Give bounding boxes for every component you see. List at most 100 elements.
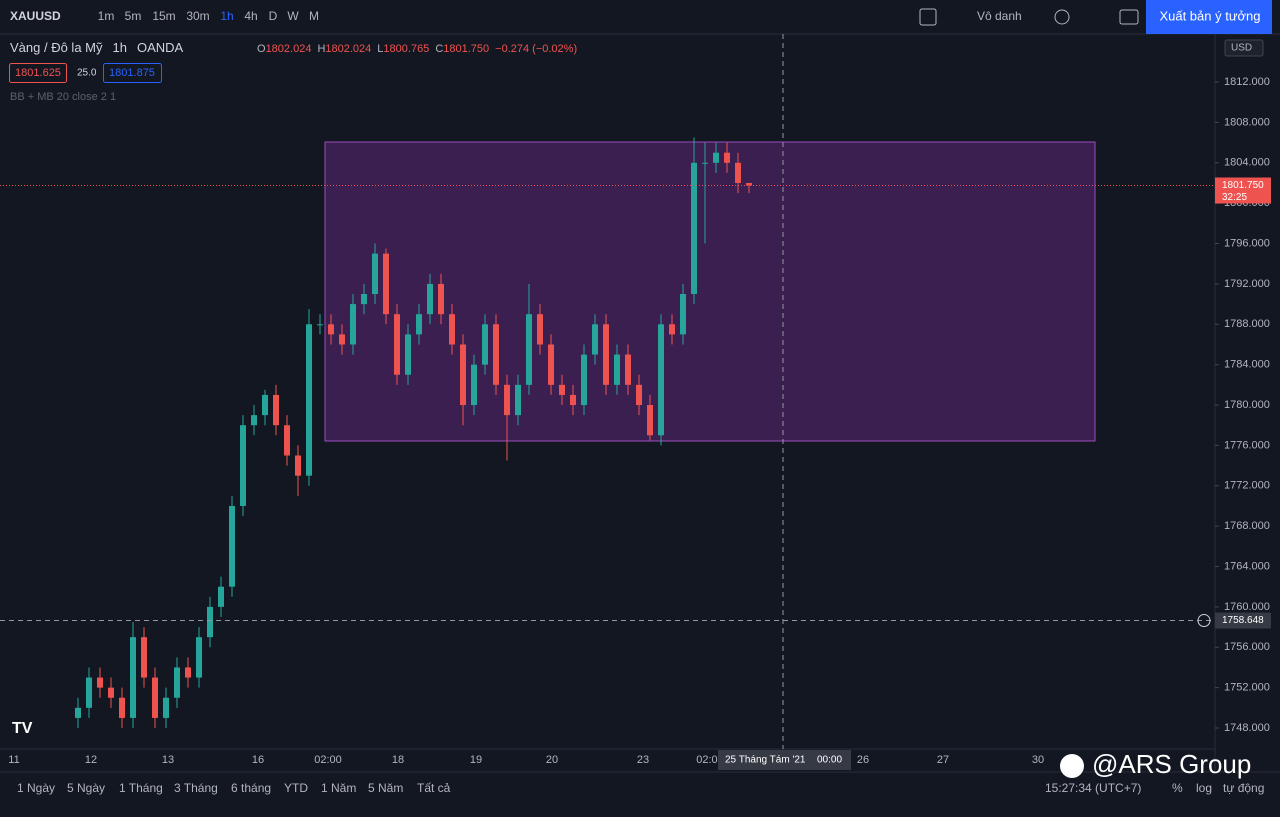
crosshair-hour: 00:00 — [817, 755, 842, 766]
fullscreen-icon[interactable] — [919, 8, 937, 26]
x-tick-label: 16 — [252, 754, 264, 766]
candle-body — [317, 324, 323, 326]
y-tick-label: 1760.000 — [1224, 601, 1270, 613]
settings-icon[interactable] — [1054, 9, 1070, 25]
interval[interactable]: 1h — [220, 9, 233, 23]
candle-body — [86, 677, 92, 708]
percent-toggle[interactable]: % — [1172, 781, 1183, 795]
bottom-bar — [0, 772, 1280, 812]
interval[interactable]: 15m — [152, 9, 175, 23]
candle-body — [97, 677, 103, 688]
currency-box[interactable] — [1224, 39, 1264, 57]
log-toggle[interactable]: log — [1196, 781, 1212, 795]
y-tick-label: 1796.000 — [1224, 237, 1270, 249]
symbol[interactable]: XAUUSD — [10, 9, 61, 23]
label: L — [377, 43, 383, 55]
publish-text[interactable]: Xuất bản ý tưởng — [1159, 8, 1260, 23]
candle-body — [746, 182, 752, 186]
range-button[interactable]: 1 Ngày — [17, 781, 55, 795]
crosshair-time-box — [718, 750, 851, 770]
range-button[interactable]: 3 Tháng — [174, 781, 218, 795]
y-tick-label: 1772.000 — [1224, 480, 1270, 492]
candle-body — [174, 667, 180, 698]
candle-body — [449, 314, 455, 345]
candle-body — [284, 425, 290, 456]
candle-body — [548, 344, 554, 385]
legend-interval: 1h — [113, 40, 127, 55]
candle-body — [460, 344, 466, 406]
interval[interactable]: 4h — [244, 9, 257, 23]
interval[interactable]: W — [287, 9, 299, 23]
range-button[interactable]: 6 tháng — [231, 781, 271, 795]
candle-body — [350, 304, 356, 345]
crosshair-price-box — [1215, 612, 1271, 629]
currency[interactable]: USD — [1231, 43, 1252, 54]
x-tick-label: 19 — [470, 754, 482, 766]
y-tick-label: 1768.000 — [1224, 520, 1270, 532]
bid[interactable]: 1801.625 — [15, 67, 61, 79]
label: H — [317, 43, 325, 55]
range-button[interactable]: 1 Năm — [321, 781, 356, 795]
ask-box[interactable] — [103, 63, 162, 83]
range-group: 1 Ngày 5 Ngày 1 Tháng 3 Tháng 6 tháng YTD 1 Nă… — [17, 781, 451, 795]
candle-body — [108, 687, 114, 698]
candle-body — [119, 697, 125, 718]
candle-body — [537, 314, 543, 345]
candle-body — [306, 324, 312, 476]
candle-body — [559, 384, 565, 395]
candle-body — [702, 162, 708, 164]
auto-toggle[interactable]: tự động — [1223, 781, 1264, 795]
range-button[interactable]: 1 Tháng — [119, 781, 163, 795]
bid-box[interactable] — [9, 63, 67, 83]
range-button[interactable]: 5 Năm — [368, 781, 403, 795]
ask[interactable]: 1801.875 — [109, 67, 155, 79]
candle-body — [482, 324, 488, 365]
x-tick-label: 13 — [162, 754, 174, 766]
x-tick-label: 02:00 — [314, 754, 342, 766]
candle-body — [658, 324, 664, 436]
interval[interactable]: D — [269, 9, 278, 23]
x-tick-label: 23 — [637, 754, 649, 766]
change: −0.274 (−0.02%) — [495, 43, 577, 55]
candle-body — [504, 384, 510, 416]
candle-body — [251, 415, 257, 426]
interval[interactable]: 30m — [186, 9, 209, 23]
countdown: 32:25 — [1222, 192, 1247, 203]
candle-body — [493, 324, 499, 385]
candle-body — [526, 314, 532, 385]
x-tick-label: 12 — [85, 754, 97, 766]
candle-body — [185, 667, 191, 678]
candle-body — [394, 314, 400, 375]
interval[interactable]: M — [309, 9, 319, 23]
candle-body — [361, 294, 367, 305]
layout-name[interactable]: Vô danh — [977, 9, 1022, 23]
candle-body — [75, 707, 81, 718]
value: 1800.765 — [383, 43, 429, 55]
crosshair-time: 25 Tháng Tám '21 — [725, 755, 806, 766]
range-button[interactable]: YTD — [284, 781, 308, 795]
candle-body — [647, 405, 653, 436]
candle-body — [372, 253, 378, 295]
candle-body — [680, 294, 686, 335]
range-button[interactable]: 5 Ngày — [67, 781, 105, 795]
y-tick-label: 1780.000 — [1224, 399, 1270, 411]
interval[interactable]: 5m — [125, 9, 142, 23]
snapshot-icon[interactable] — [1119, 9, 1139, 25]
plot: 1748.000 1752.000 1756.000 1760.000 1764.000… — [0, 34, 1271, 770]
candle-body — [636, 384, 642, 406]
range-button[interactable]: Tất cả — [417, 781, 451, 795]
crosshair-plus[interactable] — [1197, 614, 1211, 628]
last-price-box — [1215, 177, 1271, 204]
x-tick-label: 27 — [937, 754, 949, 766]
watermark: @ARS Group — [1092, 749, 1251, 779]
candle-body — [196, 637, 202, 678]
candle-body — [339, 334, 345, 345]
publish-button[interactable] — [1146, 0, 1272, 34]
y-tick-label: 1808.000 — [1224, 116, 1270, 128]
candle-body — [130, 637, 136, 718]
candle-body — [328, 324, 334, 335]
indicator[interactable]: BB + MB 20 close 2 1 — [10, 91, 116, 103]
rectangle-drawing[interactable] — [324, 141, 1096, 442]
interval[interactable]: 1m — [98, 9, 115, 23]
